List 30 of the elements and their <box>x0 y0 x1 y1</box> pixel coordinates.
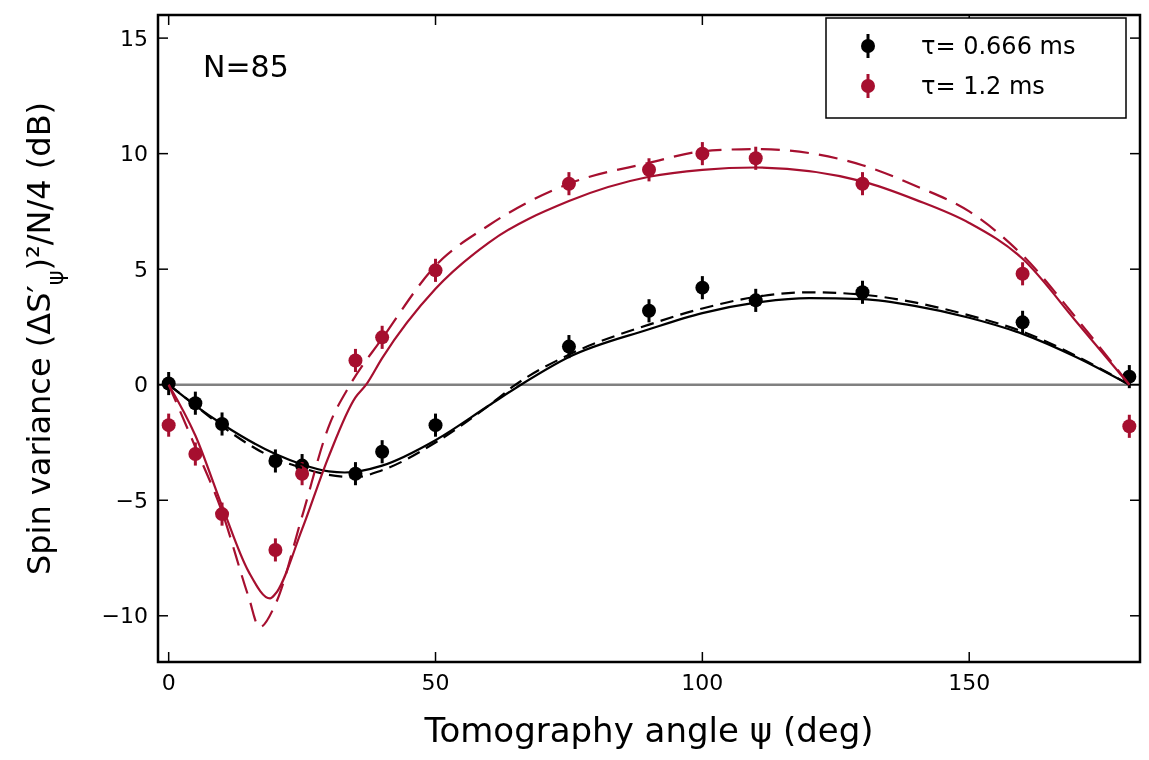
point <box>161 418 176 433</box>
x-axis-title: Tomography angle ψ (deg) <box>423 710 874 750</box>
point <box>561 339 576 354</box>
y-tick-label: −10 <box>101 603 148 629</box>
x-tick-label: 0 <box>161 670 176 695</box>
point <box>268 542 283 557</box>
point <box>295 466 310 481</box>
x-tick-label: 50 <box>421 670 450 695</box>
point <box>695 280 710 295</box>
x-tick-label: 150 <box>948 670 991 695</box>
point <box>1015 315 1030 330</box>
point <box>1122 419 1137 434</box>
legend-label: τ= 0.666 ms <box>921 32 1076 61</box>
point <box>428 263 443 278</box>
point <box>428 418 443 433</box>
legend-label: τ= 1.2 ms <box>921 72 1045 101</box>
point <box>375 330 390 345</box>
y-tick-label: 0 <box>134 372 148 398</box>
point <box>1015 266 1030 281</box>
y-tick-label: 5 <box>134 256 148 282</box>
point <box>348 353 363 368</box>
x-tick-label: 100 <box>681 670 724 695</box>
point <box>375 444 390 459</box>
point <box>642 162 656 177</box>
y-tick-label: −5 <box>115 487 148 513</box>
point <box>748 151 763 166</box>
y-tick-label: 15 <box>120 25 148 51</box>
point <box>642 303 656 318</box>
annotation: N=85 <box>203 49 289 84</box>
y-tick-label: 10 <box>120 141 148 167</box>
